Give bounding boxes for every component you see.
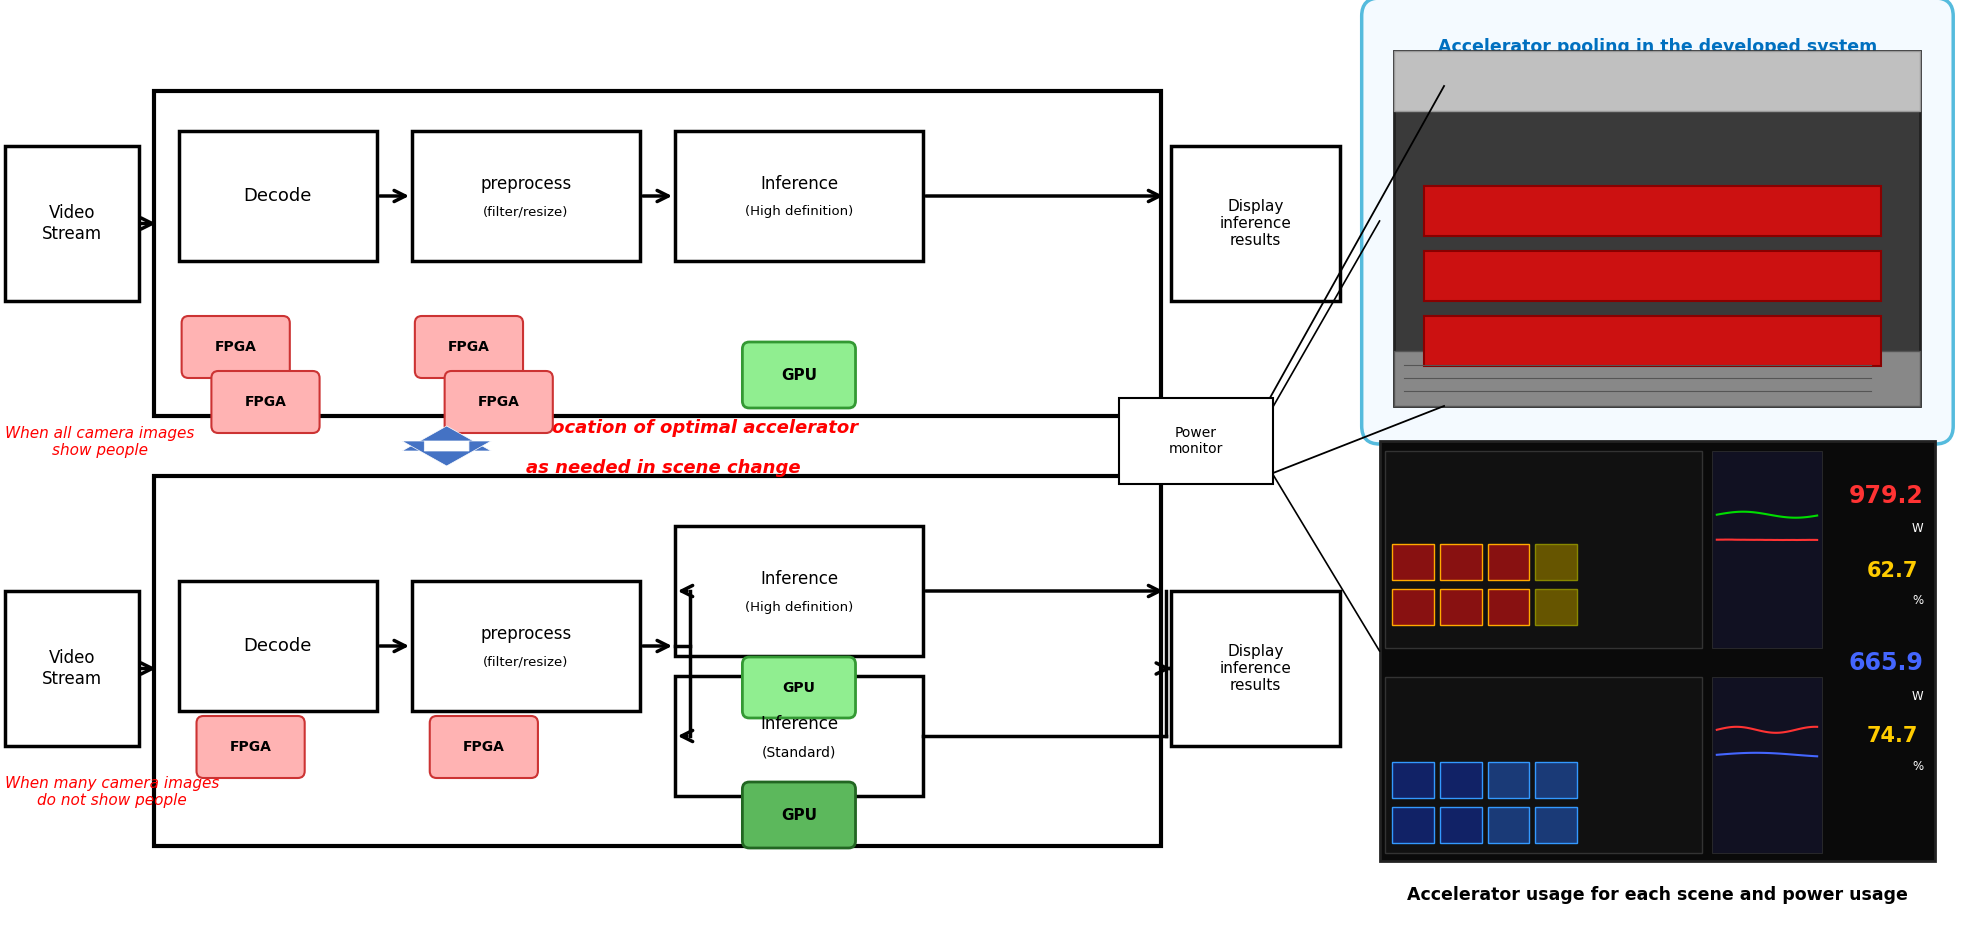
Text: Inference: Inference	[760, 570, 839, 588]
FancyBboxPatch shape	[1423, 186, 1880, 236]
Text: Accelerator usage for each scene and power usage: Accelerator usage for each scene and pow…	[1407, 886, 1908, 904]
Text: Decode: Decode	[243, 637, 312, 655]
FancyBboxPatch shape	[1383, 677, 1701, 853]
Text: (High definition): (High definition)	[744, 600, 852, 614]
FancyBboxPatch shape	[6, 146, 138, 301]
Text: as needed in scene change: as needed in scene change	[525, 459, 801, 477]
FancyBboxPatch shape	[1440, 545, 1482, 580]
FancyBboxPatch shape	[1391, 545, 1434, 580]
FancyBboxPatch shape	[1488, 762, 1529, 798]
FancyBboxPatch shape	[180, 581, 377, 711]
Text: Power
monitor: Power monitor	[1168, 425, 1223, 456]
FancyBboxPatch shape	[1119, 398, 1273, 484]
FancyBboxPatch shape	[1393, 51, 1920, 406]
FancyBboxPatch shape	[1361, 0, 1951, 444]
FancyBboxPatch shape	[1170, 146, 1340, 301]
FancyBboxPatch shape	[1383, 451, 1701, 648]
Text: GPU: GPU	[781, 807, 817, 822]
FancyBboxPatch shape	[675, 131, 923, 261]
FancyBboxPatch shape	[1535, 762, 1576, 798]
FancyBboxPatch shape	[742, 657, 854, 718]
Text: Inference: Inference	[760, 175, 839, 193]
FancyBboxPatch shape	[1393, 51, 1920, 111]
FancyBboxPatch shape	[154, 476, 1160, 846]
FancyBboxPatch shape	[742, 782, 854, 848]
Text: 979.2: 979.2	[1849, 484, 1922, 508]
FancyArrow shape	[402, 426, 491, 451]
FancyBboxPatch shape	[1423, 251, 1880, 301]
Text: Video
Stream: Video Stream	[41, 204, 103, 243]
Text: (High definition): (High definition)	[744, 206, 852, 219]
Text: Display
inference
results: Display inference results	[1219, 643, 1290, 694]
Text: %: %	[1912, 595, 1922, 608]
FancyBboxPatch shape	[1535, 807, 1576, 843]
Text: (Standard): (Standard)	[762, 745, 837, 759]
Text: W: W	[1910, 522, 1922, 535]
Text: Accelerator pooling in the developed system: Accelerator pooling in the developed sys…	[1436, 38, 1876, 56]
FancyBboxPatch shape	[182, 316, 290, 378]
FancyBboxPatch shape	[180, 131, 377, 261]
FancyBboxPatch shape	[1170, 591, 1340, 746]
FancyBboxPatch shape	[430, 716, 539, 778]
Text: GPU: GPU	[781, 368, 817, 383]
Text: GPU: GPU	[781, 681, 815, 695]
FancyBboxPatch shape	[1711, 451, 1821, 648]
FancyBboxPatch shape	[1391, 762, 1434, 798]
Text: FPGA: FPGA	[448, 340, 489, 354]
FancyBboxPatch shape	[1391, 589, 1434, 626]
Text: (filter/resize): (filter/resize)	[483, 206, 568, 219]
Text: preprocess: preprocess	[479, 625, 572, 643]
Text: Allocation of optimal accelerator: Allocation of optimal accelerator	[525, 419, 858, 437]
Text: (filter/resize): (filter/resize)	[483, 655, 568, 668]
FancyBboxPatch shape	[675, 676, 923, 796]
FancyBboxPatch shape	[742, 342, 854, 408]
FancyBboxPatch shape	[1440, 589, 1482, 626]
Text: 665.9: 665.9	[1847, 651, 1922, 675]
Text: When all camera images
show people: When all camera images show people	[6, 426, 193, 458]
FancyBboxPatch shape	[1440, 762, 1482, 798]
Text: When many camera images
do not show people: When many camera images do not show peop…	[6, 776, 219, 808]
Text: Decode: Decode	[243, 187, 312, 205]
FancyBboxPatch shape	[1423, 316, 1880, 366]
Text: FPGA: FPGA	[462, 740, 505, 754]
FancyBboxPatch shape	[675, 526, 923, 656]
FancyBboxPatch shape	[1488, 807, 1529, 843]
Text: W: W	[1910, 690, 1922, 703]
FancyBboxPatch shape	[1535, 589, 1576, 626]
FancyBboxPatch shape	[1379, 441, 1934, 861]
Text: preprocess: preprocess	[479, 175, 572, 193]
FancyBboxPatch shape	[444, 371, 552, 433]
Text: Inference: Inference	[760, 715, 839, 733]
FancyBboxPatch shape	[1440, 807, 1482, 843]
FancyArrow shape	[402, 441, 491, 466]
FancyBboxPatch shape	[197, 716, 304, 778]
FancyBboxPatch shape	[1488, 545, 1529, 580]
Text: FPGA: FPGA	[245, 395, 286, 409]
Text: FPGA: FPGA	[215, 340, 256, 354]
FancyBboxPatch shape	[1488, 589, 1529, 626]
FancyBboxPatch shape	[1711, 677, 1821, 853]
FancyBboxPatch shape	[412, 131, 639, 261]
FancyBboxPatch shape	[6, 591, 138, 746]
FancyBboxPatch shape	[1393, 351, 1920, 406]
Text: 62.7: 62.7	[1866, 561, 1918, 581]
Text: Video
Stream: Video Stream	[41, 649, 103, 688]
Text: FPGA: FPGA	[229, 740, 272, 754]
Text: %: %	[1912, 760, 1922, 773]
FancyBboxPatch shape	[414, 316, 523, 378]
FancyBboxPatch shape	[154, 91, 1160, 416]
FancyBboxPatch shape	[412, 581, 639, 711]
FancyBboxPatch shape	[211, 371, 320, 433]
Text: Display
inference
results: Display inference results	[1219, 198, 1290, 249]
FancyBboxPatch shape	[1535, 545, 1576, 580]
Text: 74.7: 74.7	[1866, 726, 1918, 746]
FancyBboxPatch shape	[1391, 807, 1434, 843]
Text: FPGA: FPGA	[477, 395, 519, 409]
